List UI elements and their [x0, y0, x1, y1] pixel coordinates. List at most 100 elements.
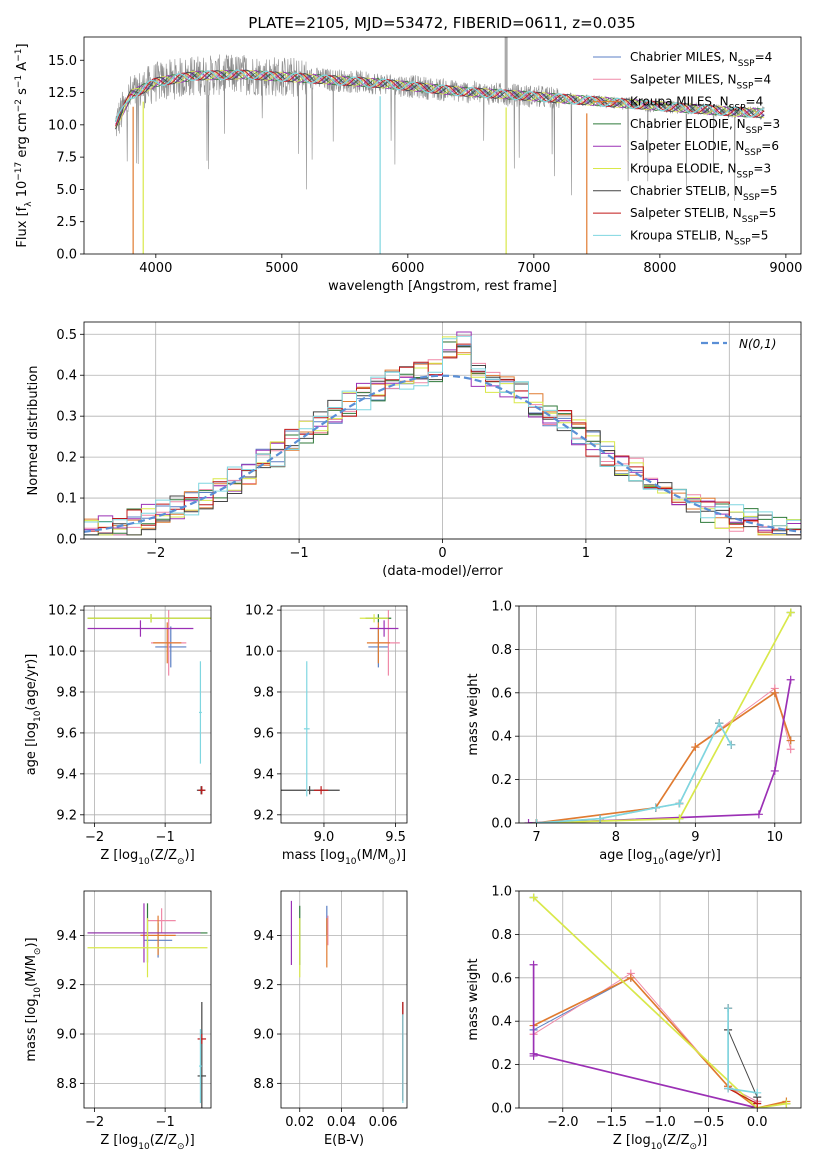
- panel-spectrum: 4000 5000 6000 7000 8000 9000 0.0 2.5 5.0 7.5 10.0…: [14, 36, 802, 294]
- label-part: )]: [185, 848, 195, 863]
- series-marker-5-2: [786, 608, 795, 617]
- y-tick-label: 0.4: [56, 369, 77, 384]
- plot-area: [281, 610, 400, 797]
- y-tick-label: 7.5: [56, 151, 77, 166]
- label-part: Kroupa STELIB, N: [630, 228, 734, 242]
- series-marker-2-1: [626, 973, 635, 982]
- series-marker-8-2: [651, 803, 660, 812]
- label-part: Kroupa ELODIE, N: [630, 162, 737, 176]
- label-part: age [: [599, 848, 632, 863]
- model-spectrum-6: [115, 69, 765, 130]
- x-tick-label: −0.5: [693, 1115, 725, 1130]
- series-line-5: [533, 896, 787, 1108]
- label-part: )]: [697, 1133, 707, 1148]
- y-tick-label: 0.5: [56, 328, 77, 343]
- label-part: (data-model)/error: [382, 564, 503, 579]
- x-tick-label: −2: [85, 830, 104, 845]
- label-part: Chabrier MILES, N: [630, 50, 738, 64]
- label-part: wavelength [Angstrom, rest frame]: [328, 279, 557, 294]
- x-tick-label: 0: [438, 546, 446, 561]
- label-subscript: 10: [33, 710, 43, 722]
- y-tick-label: 0.4: [491, 730, 512, 745]
- model-spectrum-8: [114, 69, 765, 123]
- x-tick-label: −1: [156, 1115, 175, 1130]
- series-line-6: [536, 722, 732, 823]
- y-tick-label: 0.6: [491, 686, 512, 701]
- y-tick-label: 10.0: [245, 645, 274, 660]
- y-tick-label: 12.5: [48, 86, 77, 101]
- y-tick-label: 0.2: [56, 451, 77, 466]
- series-line-0: [536, 692, 792, 823]
- panel-massweight-vs-Z: −2.0 −1.5 −1.0 −0.5 0.0 0.0 0.2 0.4 0.6 0.8 1.0 Z […: [466, 885, 802, 1152]
- label-part: =4: [746, 95, 764, 109]
- label-part: (age/yr)]: [664, 848, 721, 863]
- series-marker-2-4: [786, 736, 795, 745]
- y-tick-label: 8.8: [56, 1077, 77, 1092]
- legend-entry-4: Salpeter ELODIE, NSSP=6: [630, 139, 779, 158]
- label-part: log: [325, 848, 345, 863]
- label-subscript: 10: [138, 1142, 150, 1152]
- label-part: )]: [24, 937, 39, 947]
- y-tick-label: 9.0: [56, 1028, 77, 1043]
- x-tick-label: 5000: [265, 261, 298, 276]
- label-part: mass weight: [466, 958, 481, 1040]
- series-marker-4-0: [524, 819, 533, 823]
- axis-frame: [83, 36, 802, 255]
- series-marker-1-4: [786, 745, 795, 754]
- axis-frame: [83, 890, 212, 1109]
- label-part: ⊙: [177, 857, 185, 867]
- label-part: SSP: [737, 171, 754, 181]
- label-part: ⊙: [689, 1142, 697, 1152]
- series-marker-2-3: [770, 688, 779, 697]
- y-tick-label: 0.6: [491, 971, 512, 986]
- x-tick-label: −1.0: [644, 1115, 676, 1130]
- legend-entry-normal: N(0,1): [739, 337, 776, 351]
- y-tick-label: 0.4: [491, 1015, 512, 1030]
- chart-layer: 4000 5000 6000 7000 8000 90000.02.55.07.510.0…: [14, 36, 802, 1152]
- model-spectrum-7: [115, 69, 765, 127]
- y-tick-label: 1.0: [491, 600, 512, 615]
- series-marker-4-2: [529, 1049, 538, 1058]
- label-subscript: 10: [651, 1142, 663, 1152]
- label-part: −2: [14, 99, 24, 112]
- label-part: )]: [396, 848, 406, 863]
- y-tick-label: 9.2: [56, 808, 77, 823]
- x-tick-label: 9.0: [314, 830, 335, 845]
- label-part: ⊙: [177, 1142, 185, 1152]
- series-marker-5-0: [529, 893, 538, 902]
- x-axis-label: wavelength [Angstrom, rest frame]: [328, 279, 557, 294]
- x-tick-label: 9.5: [385, 830, 406, 845]
- label-part: (Z/Z: [662, 1133, 689, 1148]
- y-tick-label: 9.4: [56, 767, 77, 782]
- label-part: SSP: [734, 237, 751, 247]
- label-part: (Z/Z: [150, 1133, 177, 1148]
- x-tick-label: −1.5: [596, 1115, 628, 1130]
- series-marker-8-2: [753, 1088, 762, 1097]
- label-part: ⊙: [388, 857, 396, 867]
- series-line-5: [536, 612, 792, 823]
- y-tick-label: 0.0: [56, 533, 77, 548]
- y-tick-label: 2.5: [56, 215, 77, 230]
- x-axis-label: Z [log10(Z/Z⊙)]: [100, 848, 194, 867]
- plot-area: [87, 610, 211, 795]
- label-part: SSP: [743, 193, 760, 203]
- series-marker-4-0: [529, 960, 538, 969]
- label-subscript: 10: [33, 987, 43, 999]
- x-tick-label: 7000: [517, 261, 550, 276]
- y-tick-label: 9.6: [253, 726, 274, 741]
- series-marker-4-4: [786, 675, 795, 684]
- y-axis-label: mass weight: [466, 673, 481, 755]
- x-tick-label: −1: [156, 830, 175, 845]
- y-tick-label: 9.4: [253, 929, 274, 944]
- legend-entry-1: Salpeter MILES, NSSP=4: [630, 72, 771, 91]
- label-part: log: [24, 998, 39, 1018]
- y-tick-label: 9.4: [56, 929, 77, 944]
- y-tick-label: 0.8: [491, 928, 512, 943]
- label-subscript: 10: [345, 857, 357, 867]
- axis-frame: [280, 605, 408, 824]
- y-tick-label: 10.0: [48, 645, 77, 660]
- legend-entry-3: Chabrier ELODIE, NSSP=3: [630, 117, 780, 136]
- y-tick-label: 0.0: [491, 1102, 512, 1117]
- label-part: λ: [24, 201, 34, 207]
